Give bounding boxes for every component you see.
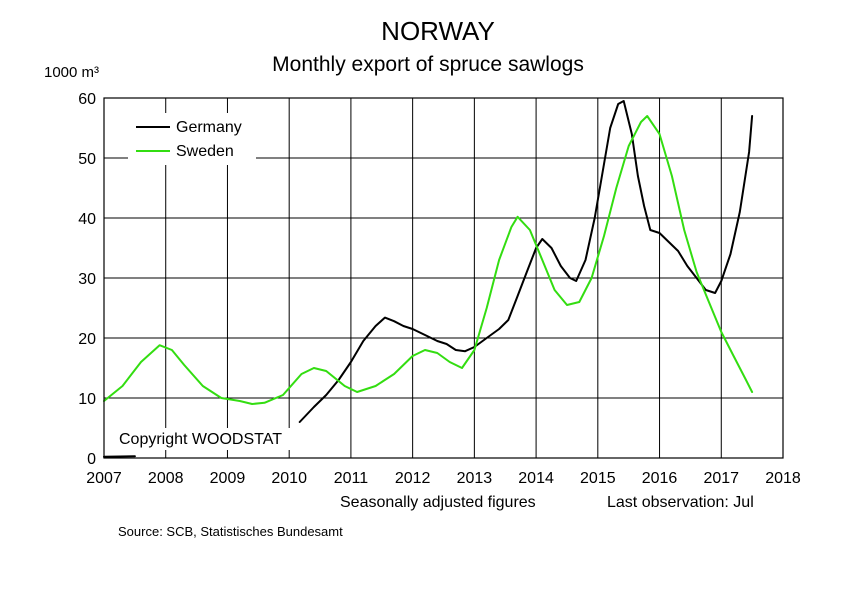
plot-frame: [103, 97, 784, 459]
tick-labels: 2007 2008 2009 2010 2011 2012 2013 2014 2015 2016…: [78, 91, 801, 487]
legend-background: [128, 113, 256, 165]
y-tick-label: 60: [78, 91, 96, 108]
x-tick-label: 2018: [765, 470, 801, 487]
y-tick-label: 50: [78, 151, 96, 168]
y-tick-label: 20: [78, 331, 96, 348]
x-tick-label: 2010: [271, 470, 307, 487]
y-axis-unit-label: 1000 m³: [44, 64, 100, 81]
x-tick-label: 2013: [457, 470, 493, 487]
last-observation-note: Last observation: Jul: [607, 494, 754, 511]
x-tick-label: 2009: [210, 470, 246, 487]
chart-subtitle: Monthly export of spruce sawlogs: [272, 53, 584, 76]
y-tick-label: 10: [78, 391, 96, 408]
legend-label-germany: Germany: [176, 119, 242, 136]
x-tick-label: 2007: [86, 470, 122, 487]
grid-lines: [104, 98, 783, 458]
x-tick-label: 2016: [642, 470, 678, 487]
y-tick-label: 40: [78, 211, 96, 228]
x-tick-label: 2014: [518, 470, 554, 487]
x-tick-label: 2012: [395, 470, 431, 487]
y-tick-label: 0: [87, 451, 96, 468]
source-note: Source: SCB, Statistisches Bundesamt: [118, 524, 343, 539]
x-tick-label: 2011: [334, 470, 369, 487]
y-tick-label: 30: [78, 271, 96, 288]
x-tick-label: 2008: [148, 470, 184, 487]
series-layer: [103, 100, 754, 458]
copyright-text: Copyright WOODSTAT: [119, 431, 282, 448]
copyright-background: [112, 428, 296, 450]
series-line-sweden: [103, 115, 754, 405]
legend-label-sweden: Sweden: [176, 143, 234, 160]
x-tick-label: 2017: [703, 470, 739, 487]
series-line-germany: [298, 100, 754, 423]
x-tick-label: 2015: [580, 470, 616, 487]
series-line-germany: [103, 455, 136, 458]
legend: Germany Sweden: [128, 113, 256, 165]
chart-title: NORWAY: [381, 16, 495, 46]
seasonal-adjustment-note: Seasonally adjusted figures: [340, 494, 536, 511]
